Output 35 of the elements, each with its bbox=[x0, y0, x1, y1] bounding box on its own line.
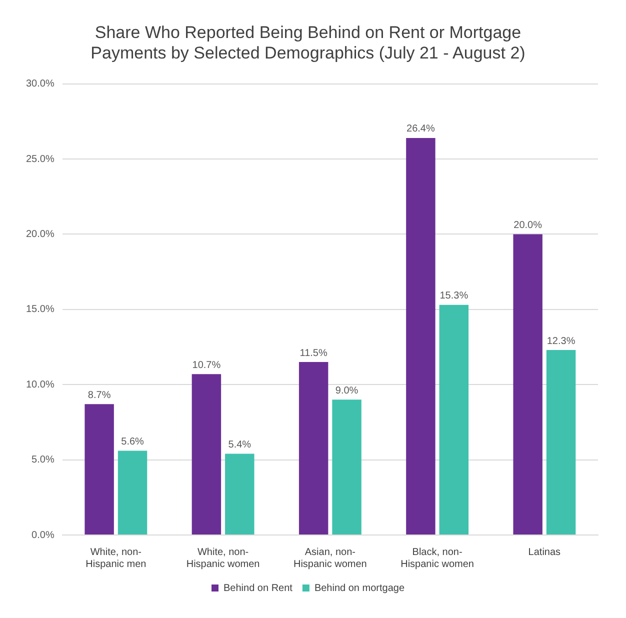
x-tick-label: Asian, non-Hispanic women bbox=[293, 546, 367, 570]
bar bbox=[298, 362, 328, 534]
legend-label: Behind on Rent bbox=[224, 582, 293, 594]
data-label: 5.4% bbox=[228, 440, 252, 451]
bar bbox=[332, 400, 362, 534]
chart-title: Share Who Reported Being Behind on Rent or Mortgage Payments by Selected Demographics (July 21 - August 2) bbox=[90, 22, 526, 62]
bar bbox=[225, 454, 254, 534]
data-label: 11.5% bbox=[300, 348, 328, 359]
y-tick-label: 0.0% bbox=[32, 530, 54, 541]
bar bbox=[513, 234, 542, 534]
data-label: 20.0% bbox=[514, 220, 542, 231]
data-label: 5.6% bbox=[121, 436, 144, 448]
data-label: 10.7% bbox=[192, 360, 221, 371]
bar bbox=[84, 404, 114, 534]
x-tick-label: Black, non-Hispanic women bbox=[400, 546, 474, 570]
data-label: 12.3% bbox=[546, 336, 576, 347]
data-label: 9.0% bbox=[335, 385, 358, 396]
y-tick-label: 20.0% bbox=[26, 228, 54, 240]
x-tick-label: Latinas bbox=[528, 546, 561, 558]
bar bbox=[192, 374, 222, 534]
y-tick-label: 10.0% bbox=[26, 379, 54, 390]
data-label: 8.7% bbox=[88, 390, 111, 401]
bar bbox=[406, 138, 436, 534]
data-label: 26.4% bbox=[406, 124, 435, 135]
bar bbox=[546, 350, 576, 534]
y-tick-label: 5.0% bbox=[32, 454, 54, 466]
data-label: 15.3% bbox=[440, 290, 468, 302]
y-tick-label: 30.0% bbox=[26, 78, 54, 90]
y-tick-label: 25.0% bbox=[26, 154, 54, 165]
legend-label: Behind on mortgage bbox=[314, 582, 405, 594]
y-tick-label: 15.0% bbox=[26, 304, 54, 316]
bar bbox=[118, 450, 148, 534]
bar bbox=[439, 304, 469, 534]
x-tick-label: White, non-Hispanic women bbox=[186, 546, 260, 570]
x-tick-label: White, non-Hispanic men bbox=[86, 546, 146, 570]
